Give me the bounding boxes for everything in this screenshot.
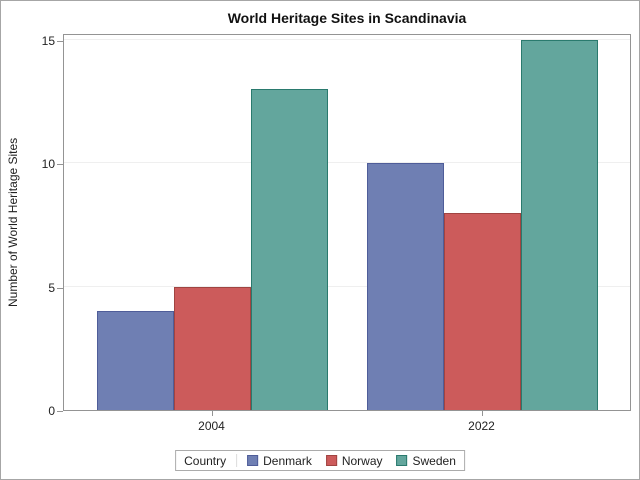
- y-tick-mark-0: [57, 411, 63, 412]
- y-tick-mark-15: [57, 41, 63, 42]
- legend-entries: Denmark Norway Sweden: [247, 454, 456, 468]
- x-tick-label-2004: 2004: [198, 419, 225, 433]
- bar-denmark-2004: [97, 311, 174, 410]
- legend-entry-denmark: Denmark: [247, 454, 312, 468]
- legend-swatch-denmark: [247, 455, 259, 466]
- legend-title: Country: [184, 453, 227, 468]
- y-tick-label-5: 5: [48, 280, 55, 295]
- gridline-10: [64, 162, 630, 164]
- y-axis-title: Number of World Heritage Sites: [6, 137, 20, 308]
- legend-label-sweden: Sweden: [412, 453, 456, 468]
- bar-norway-2022: [444, 213, 521, 410]
- bar-denmark-2022: [367, 163, 444, 410]
- y-tick-label-0: 0: [48, 404, 55, 418]
- y-tick-label-15: 15: [41, 34, 55, 48]
- bar-sweden-2022: [521, 40, 598, 410]
- gridline-15: [64, 39, 630, 40]
- plot-area: [63, 34, 631, 411]
- legend-divider: [236, 454, 238, 467]
- legend: Country Denmark Norway Sweden: [175, 450, 465, 471]
- x-tick-mark-2022: [481, 411, 483, 416]
- gridline-5: [64, 285, 630, 287]
- legend-label-denmark: Denmark: [263, 453, 312, 468]
- y-tick-label-10: 10: [41, 157, 55, 172]
- legend-swatch-sweden: [396, 455, 408, 466]
- y-tick-mark-10: [57, 164, 63, 166]
- bar-norway-2004: [174, 287, 251, 410]
- chart-title: World Heritage Sites in Scandinavia: [227, 10, 467, 26]
- legend-swatch-norway: [325, 455, 337, 466]
- legend-label-norway: Norway: [341, 453, 383, 468]
- legend-entry-sweden: Sweden: [396, 453, 456, 468]
- x-tick-mark-2004: [211, 411, 213, 416]
- legend-entry-norway: Norway: [325, 453, 383, 468]
- y-tick-mark-5: [57, 287, 63, 289]
- x-tick-label-2022: 2022: [468, 419, 495, 433]
- bar-sweden-2004: [251, 89, 328, 410]
